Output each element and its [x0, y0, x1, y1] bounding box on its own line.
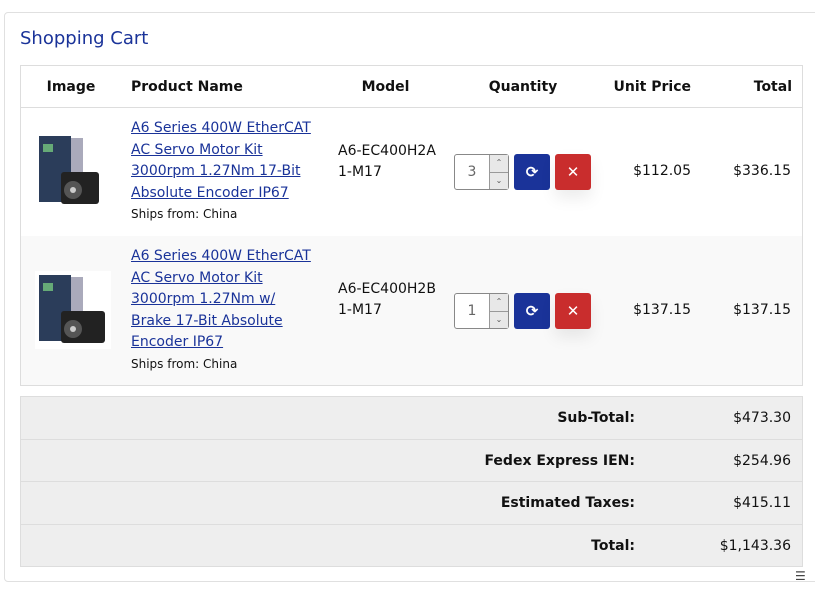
- product-model: A6-EC400H2A1-M17: [338, 143, 436, 180]
- remove-button[interactable]: ✕: [555, 154, 591, 190]
- product-image[interactable]: [35, 271, 111, 349]
- ships-from: Ships from: China: [131, 356, 238, 371]
- product-image[interactable]: [35, 132, 111, 210]
- line-total: $137.15: [733, 302, 791, 318]
- table-row: A6 Series 400W EtherCAT AC Servo Motor K…: [21, 236, 802, 385]
- col-unit-price: Unit Price: [613, 66, 703, 108]
- increment-button[interactable]: ⌃: [490, 294, 508, 311]
- update-button[interactable]: ⟳: [514, 154, 550, 190]
- cart-table: Image Product Name Model Quantity Unit P…: [20, 65, 803, 386]
- quantity-input[interactable]: 1 ⌃ ⌄: [454, 293, 509, 329]
- line-total: $336.15: [733, 163, 791, 179]
- text-select-icon[interactable]: ☰: [795, 569, 806, 583]
- col-total: Total: [703, 66, 802, 108]
- page-title: Shopping Cart: [20, 28, 149, 49]
- order-summary: Sub-Total: $473.30 Fedex Express IEN: $254…: [20, 396, 803, 567]
- summary-row-subtotal: Sub-Total: $473.30: [21, 397, 802, 440]
- refresh-icon: ⟳: [525, 163, 539, 181]
- summary-row-shipping: Fedex Express IEN: $254.96: [21, 440, 802, 482]
- col-image: Image: [21, 66, 121, 108]
- close-icon: ✕: [566, 163, 580, 181]
- cart-panel: [4, 12, 815, 582]
- increment-button[interactable]: ⌃: [490, 155, 508, 172]
- col-product-name: Product Name: [121, 66, 338, 108]
- update-button[interactable]: ⟳: [514, 293, 550, 329]
- summary-row-total: Total: $1,143.36: [591, 537, 791, 554]
- remove-button[interactable]: ✕: [555, 293, 591, 329]
- quantity-input[interactable]: 3 ⌃ ⌄: [454, 154, 509, 190]
- product-model: A6-EC400H2B1-M17: [338, 281, 436, 318]
- close-icon: ✕: [566, 302, 580, 320]
- unit-price: $137.15: [633, 302, 691, 318]
- product-link[interactable]: A6 Series 400W EtherCAT AC Servo Motor K…: [131, 248, 311, 350]
- decrement-button[interactable]: ⌄: [490, 171, 508, 189]
- decrement-button[interactable]: ⌄: [490, 310, 508, 328]
- col-quantity: Quantity: [433, 66, 613, 108]
- refresh-icon: ⟳: [525, 302, 539, 320]
- col-model: Model: [338, 66, 433, 108]
- product-link[interactable]: A6 Series 400W EtherCAT AC Servo Motor K…: [131, 120, 311, 201]
- ships-from: Ships from: China: [131, 207, 238, 221]
- unit-price: $112.05: [633, 163, 691, 179]
- summary-row-taxes: Estimated Taxes: $415.11: [21, 482, 802, 525]
- table-row: A6 Series 400W EtherCAT AC Servo Motor K…: [21, 108, 802, 236]
